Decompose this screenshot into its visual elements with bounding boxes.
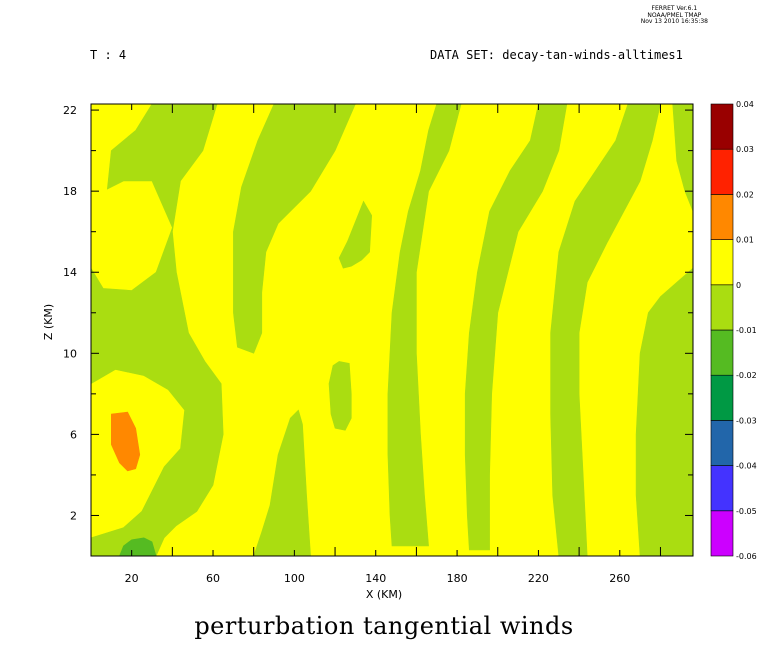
plot-area	[91, 104, 693, 556]
colorbar-swatch	[710, 148, 734, 195]
colorbar-label: 0	[736, 281, 741, 290]
ferret-date: Nov 13 2010 16:35:38	[640, 18, 708, 25]
colorbar-label: -0.04	[736, 462, 757, 471]
colorbar: -0.06 -0.05 -0.04 -0.03 -0.02 -0.01 0 0.01 0.02 0…	[710, 100, 757, 561]
y-tick-label: 22	[63, 104, 77, 117]
colorbar-swatch	[710, 465, 734, 512]
dataset-label: DATA SET: decay-tan-winds-alltimes1	[430, 48, 683, 62]
contour-region-9	[672, 104, 693, 212]
time-label: T : 4	[90, 48, 127, 62]
x-tick-label: 100	[284, 572, 305, 585]
y-tick-label: 6	[70, 428, 77, 441]
plot-frame	[90, 103, 694, 557]
colorbar-swatch	[710, 329, 734, 376]
y-tick-label: 2	[70, 509, 77, 522]
contour-region-3	[338, 200, 373, 269]
y-axis-label: Z (KM)	[42, 304, 55, 340]
colorbar-label: 0.01	[736, 236, 754, 245]
contour-region-6	[464, 104, 568, 551]
colorbar-label: -0.03	[736, 416, 757, 425]
y-tick-label: 18	[63, 185, 77, 198]
colorbar-label: 0.03	[736, 145, 754, 154]
colorbar-label: -0.02	[736, 371, 757, 380]
y-tick-label: 10	[63, 347, 77, 360]
chart-title: perturbation tangential winds	[194, 612, 574, 640]
x-tick-label: 260	[609, 572, 630, 585]
colorbar-label: 0.02	[736, 190, 754, 199]
colorbar-label: 0.04	[736, 100, 754, 109]
contour-region-11	[119, 537, 157, 556]
colorbar-swatch	[710, 374, 734, 421]
colorbar-swatch	[710, 103, 734, 150]
x-tick-label: 180	[447, 572, 468, 585]
ferret-version: FERRET Ver.6.1	[651, 5, 698, 12]
ferret-org: NOAA/PMEL TMAP	[647, 11, 702, 19]
contour-region-0	[91, 104, 224, 556]
colorbar-swatch	[710, 194, 734, 240]
colorbar-label: -0.01	[736, 326, 757, 335]
colorbar-swatch	[710, 420, 734, 466]
ferret-stamp: FERRET Ver.6.1 NOAA/PMEL TMAP Nov 13 201…	[640, 5, 708, 26]
contour-region-2	[253, 409, 311, 556]
contour-region-7	[550, 104, 661, 556]
x-tick-label: 20	[125, 572, 139, 585]
contour-region-10	[111, 411, 141, 472]
x-tick-label: 220	[528, 572, 549, 585]
contour-region-8	[635, 267, 693, 556]
axes: 20 60 100 140 180 220 260 2 6 10 14 18 22 X (KM) Z (KM…	[42, 103, 694, 601]
x-tick-label: 140	[365, 572, 386, 585]
x-axis-label: X (KM)	[366, 588, 402, 601]
contour-region-1	[233, 104, 356, 354]
colorbar-swatch	[710, 284, 734, 331]
colorbar-swatch	[710, 510, 734, 557]
colorbar-label: -0.05	[736, 507, 757, 516]
y-tick-label: 14	[63, 266, 77, 279]
contour-region-4	[328, 361, 352, 431]
colorbar-swatch	[710, 239, 734, 286]
colorbar-label: -0.06	[736, 552, 757, 561]
contour-region-5	[387, 104, 462, 547]
x-tick-label: 60	[206, 572, 220, 585]
